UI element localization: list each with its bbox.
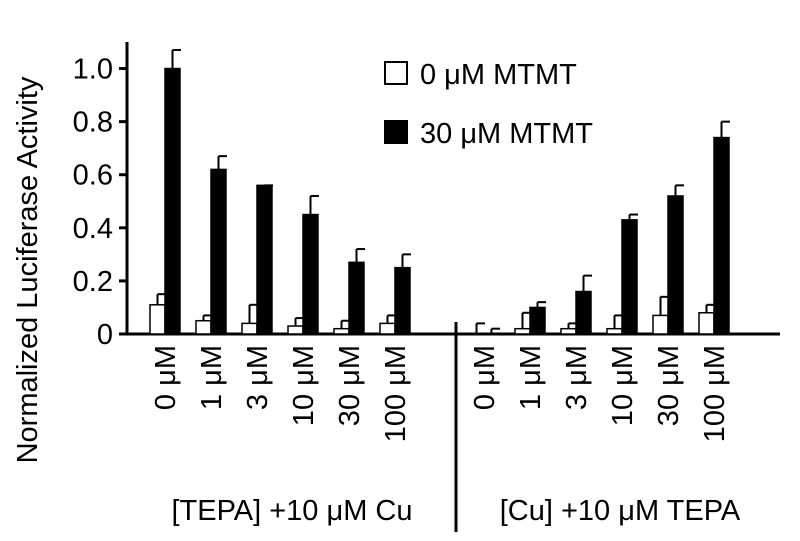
bar-treated [529,306,546,335]
bar-control [606,327,623,335]
legend-label: 0 μM MTMT [420,59,577,91]
x-tick-label: 0 μM [150,345,182,410]
legend-swatch [384,61,408,85]
y-axis-label: Normalized Luciferase Activity [12,76,44,463]
bar-treated [667,195,684,335]
bar-control [698,312,715,335]
x-tick-label: 0 μM [469,345,501,410]
x-tick-label: 100 μM [699,345,731,442]
x-tick-label: 3 μM [561,345,593,410]
bar-control [241,322,258,335]
y-tick-label: 0.8 [73,107,113,139]
x-tick-label: 10 μM [607,345,639,426]
x-tick-label: 100 μM [380,345,412,442]
bar-treated [302,213,319,335]
bar-treated [394,266,411,335]
bar-control [149,304,166,335]
group-label-tepa: [TEPA] +10 μM Cu [171,495,412,527]
bar-control [287,325,304,335]
y-tick-label: 0.2 [73,266,113,298]
bar-treated [348,261,365,335]
bar-treated [713,136,730,335]
group-label-cu: [Cu] +10 μM TEPA [500,495,741,527]
x-tick-label: 3 μM [242,345,274,410]
bar-control [652,314,669,335]
bar-treated [256,184,273,335]
bar-control [560,327,577,335]
bar-treated [621,219,638,335]
bar-control [195,319,212,335]
legend-label: 30 μM MTMT [420,118,593,150]
y-tick-label: 0.4 [73,213,113,245]
legend-swatch [384,120,408,144]
y-tick-label: 0.6 [73,160,113,192]
bar-treated [164,67,181,335]
y-tick-label: 0 [97,319,113,351]
x-tick-label: 30 μM [334,345,366,426]
bar-control [379,322,396,335]
x-tick-label: 10 μM [288,345,320,426]
bar-control [514,327,531,335]
y-tick-label: 1.0 [73,54,113,86]
bar-treated [575,290,592,335]
x-tick-label: 1 μM [196,345,228,410]
bar-treated [210,168,227,335]
x-tick-label: 1 μM [515,345,547,410]
bar-control [333,327,350,335]
x-tick-label: 30 μM [653,345,685,426]
